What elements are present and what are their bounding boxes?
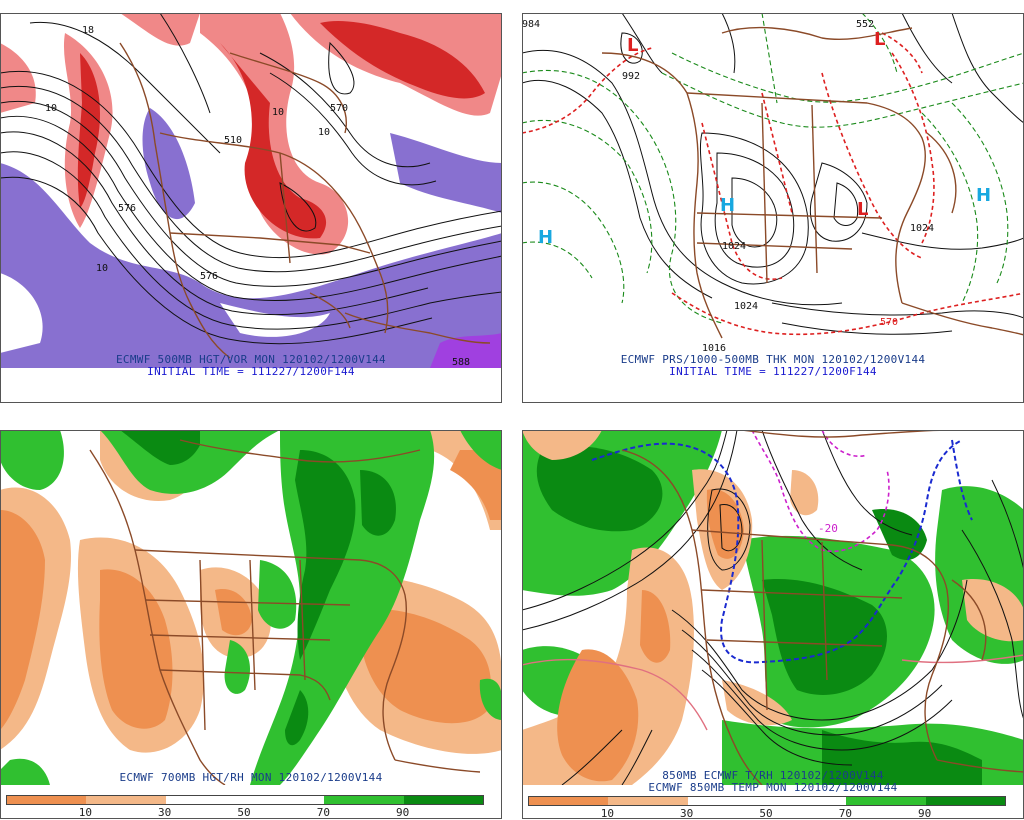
t850-map-svg: -20 [522, 430, 1024, 785]
pressure-label-552: 552 [856, 19, 874, 30]
panel-500mb-vorticity: 576 570 510 576 588 10 10 10 18 10 ECMWF… [0, 13, 502, 403]
vort-label-18: 18 [82, 25, 94, 36]
vort-label-10a: 10 [45, 103, 57, 114]
vorticity-map-svg: 576 570 510 576 588 10 10 10 18 10 [0, 13, 502, 368]
contour-label-576: 576 [200, 271, 218, 282]
panel-850mb-temp-rh: -20 850MB ECMWF T/RH 120102/1200V144 ECM… [522, 430, 1024, 820]
colorbar-tick-70: 70 [316, 806, 330, 819]
map-500mb-vorticity: 576 570 510 576 588 10 10 10 18 10 [0, 13, 502, 368]
panel-500mb-frame [0, 13, 502, 403]
t850-colorbar-ticks: 10 30 50 70 90 [528, 807, 1004, 820]
colorbar-tick-30: 30 [680, 807, 694, 820]
panel-700mb-rh: ECMWF 700MB HGT/RH MON 120102/1200V144 1… [0, 430, 502, 819]
panel-mslp-frame [522, 13, 1024, 403]
pressure-label-992: 992 [622, 71, 640, 82]
colorbar-bin-neutral-2 [766, 797, 847, 805]
pressure-label-1016: 1016 [702, 343, 726, 354]
rh700-colorbar-ticks: 10 30 50 70 90 [6, 806, 482, 819]
panel-850mb-title: 850MB ECMWF T/RH 120102/1200V144 [662, 769, 884, 782]
contour-label-588: 588 [452, 357, 470, 368]
panel-700mb-title: ECMWF 700MB HGT/RH MON 120102/1200V144 [119, 771, 383, 784]
colorbar-tick-90: 90 [396, 806, 410, 819]
t850-colorbar [528, 796, 1006, 806]
colorbar-bin-moist-light [324, 796, 404, 804]
thickness-label-570: 570 [880, 317, 898, 328]
high-center-atlantic: H [976, 185, 991, 206]
panel-mslp-title: ECMWF PRS/1000-500MB THK MON 120102/1200… [620, 353, 926, 366]
low-center-great-lakes: L [857, 199, 868, 220]
colorbar-tick-10: 10 [600, 807, 614, 820]
colorbar-tick-50: 50 [759, 807, 773, 820]
panel-mslp-thickness: 984 992 1024 1024 1016 1024 570 552 L L … [522, 13, 1024, 403]
colorbar-bin-dry-dark [529, 797, 609, 805]
colorbar-bin-dry-light [86, 796, 166, 804]
rh700-colorbar [6, 795, 484, 805]
panel-500mb-title: ECMWF 500MB HGT/VOR MON 120102/1200V144 [116, 353, 386, 366]
mslp-map-svg: 984 992 1024 1024 1016 1024 570 552 L L … [522, 13, 1024, 368]
colorbar-tick-30: 30 [158, 806, 172, 819]
panel-500mb-init-time: INITIAL TIME = 111227/1200F144 [147, 365, 355, 378]
colorbar-bin-moist-dark [925, 797, 1005, 805]
vort-label-10c: 10 [272, 107, 284, 118]
colorbar-bin-neutral-1 [165, 796, 245, 804]
pressure-label-1024a: 1024 [910, 223, 934, 234]
colorbar-bin-moist-dark [403, 796, 483, 804]
vort-label-10d: 10 [318, 127, 330, 138]
colorbar-bin-dry-dark [7, 796, 87, 804]
map-700mb-rh [0, 430, 502, 785]
high-center-pacific: H [538, 227, 553, 248]
map-mslp-thickness: 984 992 1024 1024 1016 1024 570 552 L L … [522, 13, 1024, 368]
contour-label-510: 510 [224, 135, 242, 146]
panel-850mb-frame [522, 430, 1024, 819]
contour-label-570: 570 [330, 103, 348, 114]
colorbar-bin-dry-light [608, 797, 688, 805]
map-850mb-temp-rh: -20 [522, 430, 1024, 785]
contour-label-576b: 576 [118, 203, 136, 214]
panel-700mb-frame [0, 430, 502, 819]
pressure-label-1024c: 1024 [722, 241, 746, 252]
low-center-arctic: L [874, 29, 885, 50]
colorbar-tick-10: 10 [78, 806, 92, 819]
colorbar-tick-50: 50 [237, 806, 251, 819]
low-center-alaska: L [627, 35, 638, 56]
panel-850mb-subtitle: ECMWF 850MB TEMP MON 120102/1200V144 [648, 781, 898, 794]
pressure-label-1024b: 1024 [734, 301, 758, 312]
contour-label-minus20: -20 [818, 522, 838, 535]
high-center-rockies: H [720, 195, 735, 216]
colorbar-bin-moist-light [846, 797, 926, 805]
colorbar-bin-neutral-1 [687, 797, 767, 805]
panel-mslp-init-time: INITIAL TIME = 111227/1200F144 [669, 365, 877, 378]
colorbar-bin-neutral-2 [244, 796, 325, 804]
colorbar-tick-90: 90 [918, 807, 932, 820]
pressure-label-984: 984 [522, 19, 540, 30]
colorbar-tick-70: 70 [838, 807, 852, 820]
vort-label-10b: 10 [96, 263, 108, 274]
rh700-map-svg [0, 430, 502, 785]
